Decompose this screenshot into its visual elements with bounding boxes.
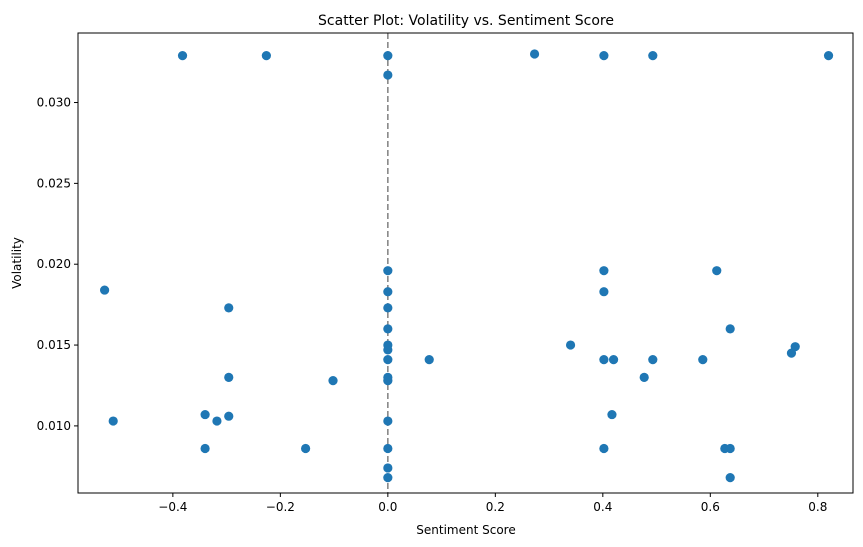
- x-tick-label: 0.8: [808, 500, 827, 514]
- plot-area-frame: [77, 32, 854, 494]
- data-point: [383, 416, 393, 426]
- data-point: [648, 51, 658, 61]
- y-tick-label: 0.010: [37, 419, 71, 433]
- data-point: [790, 342, 800, 352]
- x-tick-label: 0.2: [486, 500, 505, 514]
- data-point: [108, 416, 118, 426]
- y-tick-label: 0.030: [37, 96, 71, 110]
- x-tick-label: 0.6: [701, 500, 720, 514]
- data-point: [383, 303, 393, 313]
- y-tick-label: 0.020: [37, 257, 71, 271]
- data-point: [383, 443, 393, 454]
- data-point: [823, 51, 834, 61]
- data-point: [599, 266, 609, 276]
- data-point: [200, 443, 210, 454]
- data-point: [212, 416, 222, 426]
- data-point: [383, 473, 393, 483]
- data-point: [383, 287, 393, 297]
- data-point: [383, 463, 393, 473]
- data-point: [301, 443, 311, 454]
- data-point: [383, 355, 393, 365]
- data-point: [599, 355, 609, 365]
- y-tick-label: 0.025: [37, 176, 71, 190]
- x-tick-label: −0.2: [266, 500, 295, 514]
- y-tick-label: 0.015: [37, 338, 71, 352]
- y-axis-label: Volatility: [10, 237, 24, 289]
- x-axis-label: Sentiment Score: [416, 523, 515, 537]
- data-point: [383, 266, 393, 276]
- data-point: [599, 287, 609, 297]
- data-point: [529, 49, 540, 59]
- points-layer: [100, 49, 834, 483]
- x-axis-ticks: −0.4 −0.2 0.0 0.2 0.4 0.6 0.8: [158, 493, 827, 514]
- data-point: [607, 409, 617, 420]
- data-point: [725, 473, 735, 483]
- data-point: [328, 376, 338, 386]
- data-point: [648, 355, 658, 365]
- data-point: [383, 51, 393, 61]
- data-point: [224, 411, 234, 421]
- chart-title: Scatter Plot: Volatility vs. Sentiment S…: [318, 13, 614, 29]
- data-point: [383, 324, 393, 334]
- data-point: [599, 51, 609, 61]
- data-point: [100, 285, 110, 295]
- data-point: [200, 409, 210, 420]
- data-point: [712, 266, 722, 276]
- data-point: [725, 443, 735, 454]
- data-point: [608, 355, 619, 365]
- data-point: [383, 70, 393, 80]
- data-point: [261, 51, 271, 61]
- data-point: [599, 443, 609, 454]
- x-tick-label: 0.4: [593, 500, 612, 514]
- y-axis-ticks: 0.010 0.015 0.020 0.025 0.030: [37, 96, 78, 433]
- x-tick-label: 0.0: [378, 500, 397, 514]
- data-point: [383, 376, 393, 386]
- data-point: [725, 324, 735, 334]
- data-point: [698, 355, 708, 365]
- data-point: [177, 51, 188, 61]
- x-tick-label: −0.4: [158, 500, 187, 514]
- data-point: [383, 345, 393, 355]
- data-point: [224, 372, 234, 382]
- data-point: [639, 372, 649, 382]
- data-point: [224, 303, 234, 313]
- data-point: [565, 340, 576, 350]
- data-point: [424, 355, 434, 365]
